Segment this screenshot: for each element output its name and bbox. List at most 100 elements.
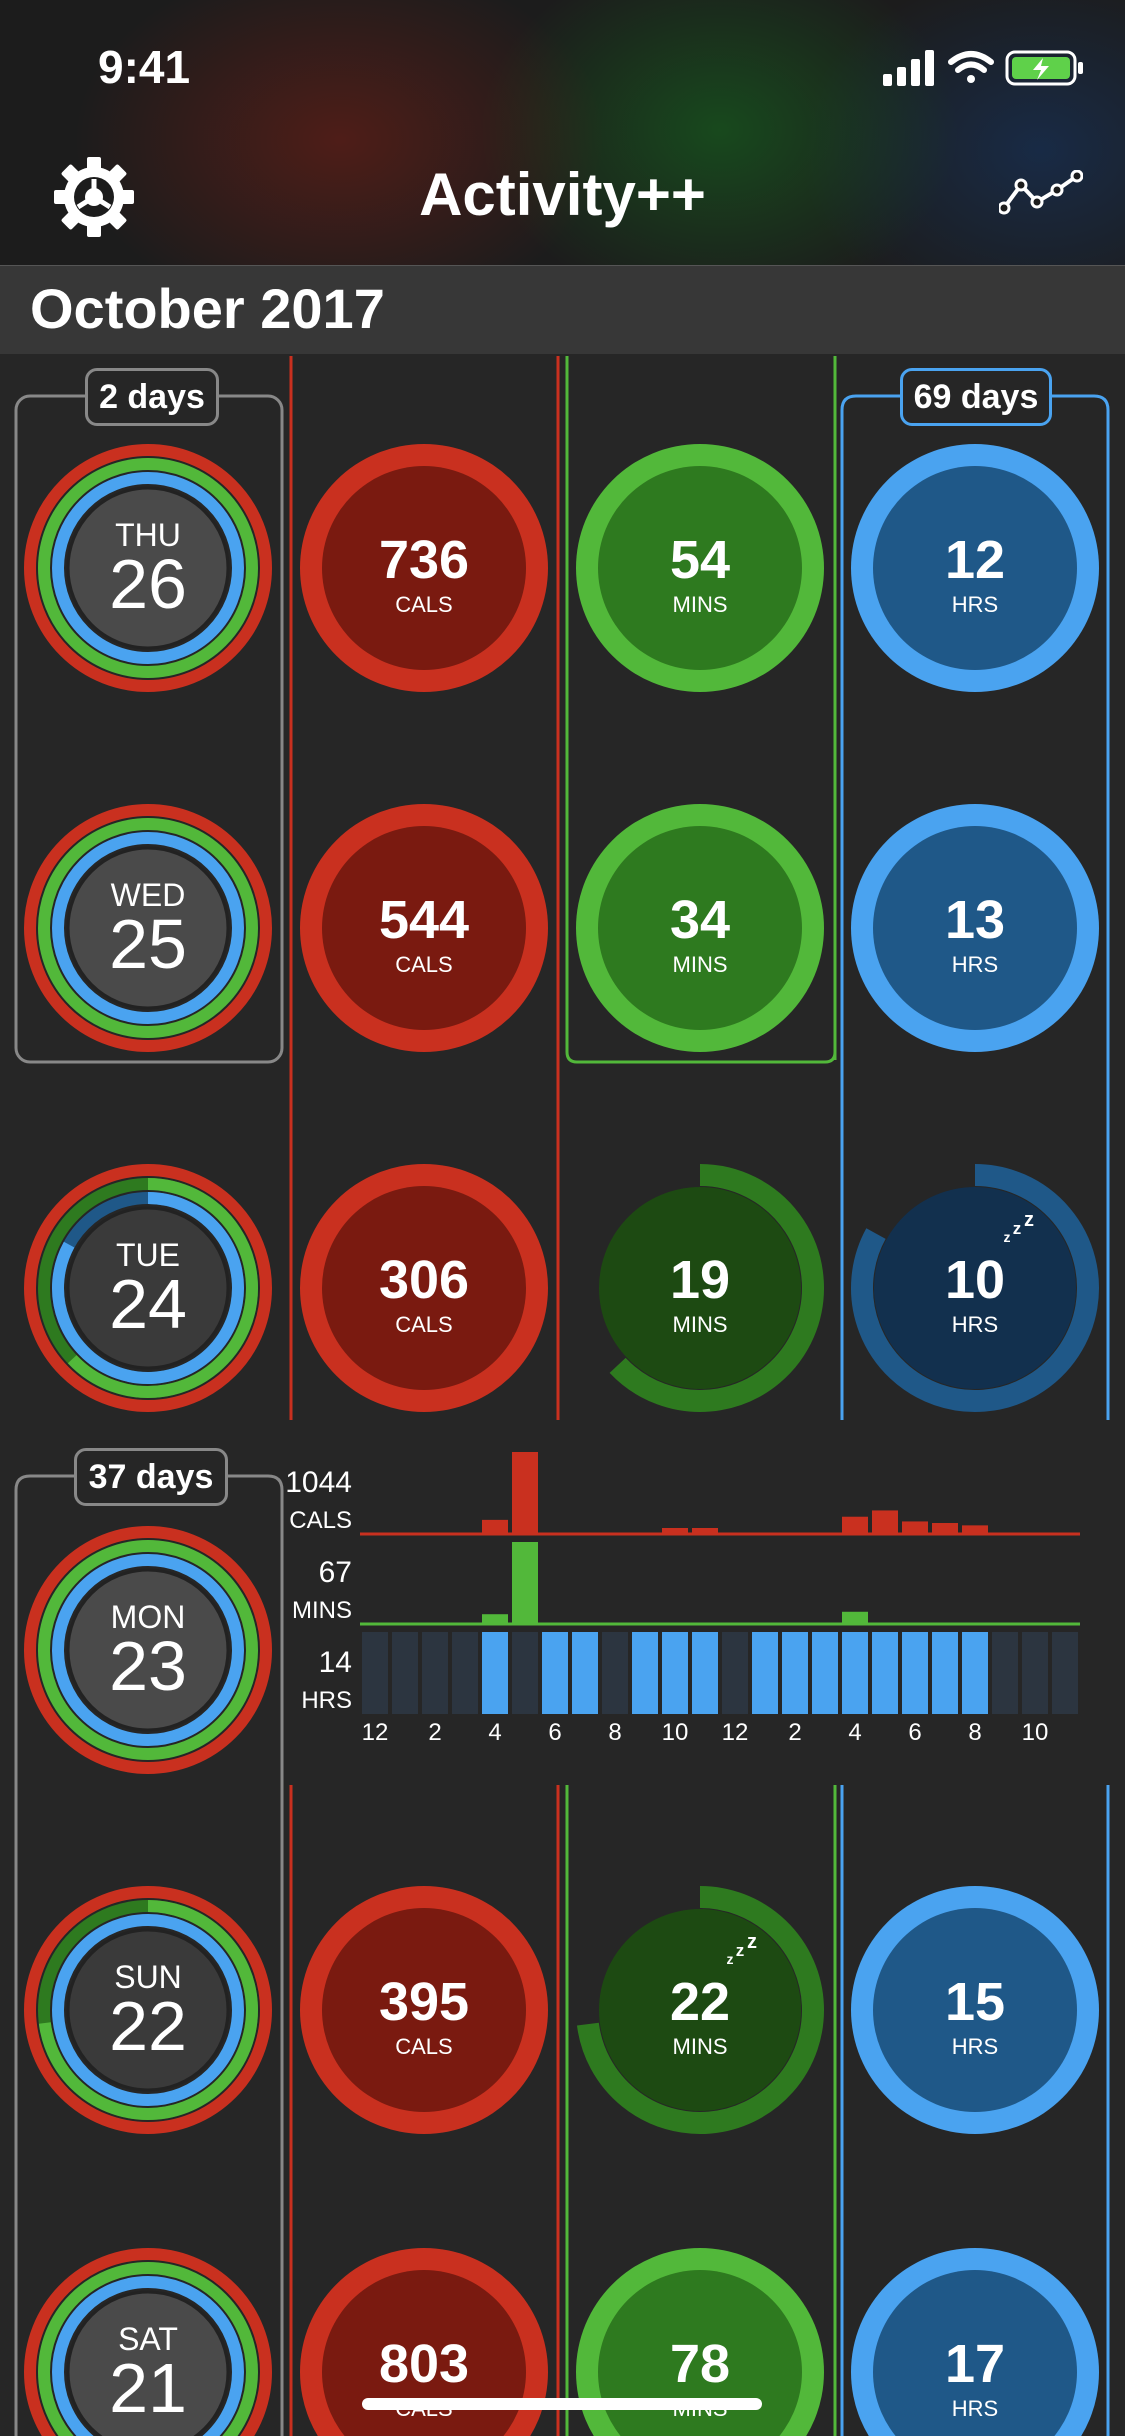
exercise-ring [38,1900,258,2120]
hrs-bar [602,1632,628,1714]
x-tick-label: 10 [1022,1719,1049,1746]
day-circle [66,486,230,650]
wifi-icon [948,51,994,83]
move-ring [24,444,272,692]
cals-value: 803 [379,2334,469,2394]
cals-value: 736 [379,530,469,590]
exercise-ring [38,1540,258,1760]
hrs-unit: HRS [952,952,998,977]
chart-max-label: 67 [319,1556,352,1589]
day-date: 22 [109,1987,187,2065]
day-circle [66,1568,230,1732]
move-value-fill [322,466,526,670]
svg-text:z: z [736,1941,745,1960]
cals-bar [902,1521,928,1534]
cals-value: 306 [379,1250,469,1310]
x-tick-label: 6 [908,1719,921,1746]
cals-value: 395 [379,1972,469,2032]
hrs-unit: HRS [952,2396,998,2421]
hrs-bar [542,1632,568,1714]
x-tick-label: 2 [428,1719,441,1746]
exercise-ring [38,818,258,1038]
mins-value: 19 [670,1250,730,1310]
hrs-bar [812,1632,838,1714]
x-tick-label: 12 [722,1719,749,1746]
chart-unit-label: MINS [292,1597,352,1624]
hrs-bar [722,1632,748,1714]
exercise-value-fill [598,466,802,670]
day-date: 24 [109,1265,187,1343]
status-time: 9:41 [98,41,191,93]
mins-value: 54 [670,530,730,590]
hrs-value: 10 [945,1250,1005,1310]
svg-text:z: z [747,1931,757,1953]
cals-unit: CALS [395,1312,452,1337]
hrs-unit: HRS [952,592,998,617]
hrs-bar [1022,1632,1048,1714]
day-weekday: SAT [118,2321,178,2357]
stand-ring [52,2276,244,2436]
move-value-fill [322,826,526,1030]
settings-button[interactable] [52,155,136,244]
cals-bar [662,1528,688,1534]
svg-text:z: z [1013,1219,1022,1238]
stand-value-fill [873,2270,1077,2436]
exercise-value-fill [599,1187,801,1389]
hrs-bar [1052,1632,1078,1714]
svg-text:z: z [1004,1229,1011,1245]
cals-unit: CALS [395,2034,452,2059]
chart-max-label: 14 [319,1646,352,1679]
app-title: Activity++ [419,161,706,228]
day-circle [66,2290,230,2436]
hrs-bar [692,1632,718,1714]
mins-value: 22 [670,1972,730,2032]
hourly-chart[interactable]: 1044 CALS 67 MINS 14 HRS 12 2 4 6 8 10 12 2 4 6 8 10 [285,1452,1080,1746]
move-ring [24,1164,272,1412]
month-header: October 2017 [0,265,1125,354]
cals-bar [482,1519,508,1534]
trends-button[interactable] [997,169,1084,221]
cals-bar [932,1523,958,1534]
exercise-ring [38,2262,258,2436]
exercise-value-ring [576,1886,824,2134]
exercise-value-ring [609,1164,824,1412]
move-streak-label-week1: 2 days [85,368,219,426]
stand-value-fill [873,466,1077,670]
svg-text:z: z [1024,1209,1034,1231]
x-tick-label: 8 [608,1719,621,1746]
stand-ring [52,1192,244,1384]
hrs-bar [752,1632,778,1714]
hrs-value: 17 [945,2334,1005,2394]
hrs-bar [872,1632,898,1714]
cals-unit: CALS [395,592,452,617]
x-tick-label: 6 [548,1719,561,1746]
move-streak-label-week2: 37 days [74,1448,228,1506]
day-circle [66,846,230,1010]
hrs-bar [902,1632,928,1714]
day-weekday: SUN [114,1959,182,1995]
mins-unit: MINS [673,2034,728,2059]
move-ring [24,1526,272,1774]
cals-bar [962,1525,988,1534]
move-value-fill [322,2270,526,2436]
mins-bar [482,1614,508,1624]
mins-unit: MINS [673,952,728,977]
exercise-streak-box [565,356,837,1064]
move-value-fill [322,1908,526,2112]
header-background [0,0,1125,265]
hrs-unit: HRS [952,1312,998,1337]
hrs-value: 13 [945,890,1005,950]
stand-ring [52,832,244,1024]
month-title: October 2017 [30,277,385,340]
exercise-value-fill [598,2270,802,2436]
stand-ring [52,1554,244,1746]
hrs-bar [782,1632,808,1714]
day-row[interactable]: SAT21803CALS78MINS17HRS [24,2248,1099,2436]
exercise-ring [38,1178,258,1398]
x-tick-label: 10 [662,1719,689,1746]
